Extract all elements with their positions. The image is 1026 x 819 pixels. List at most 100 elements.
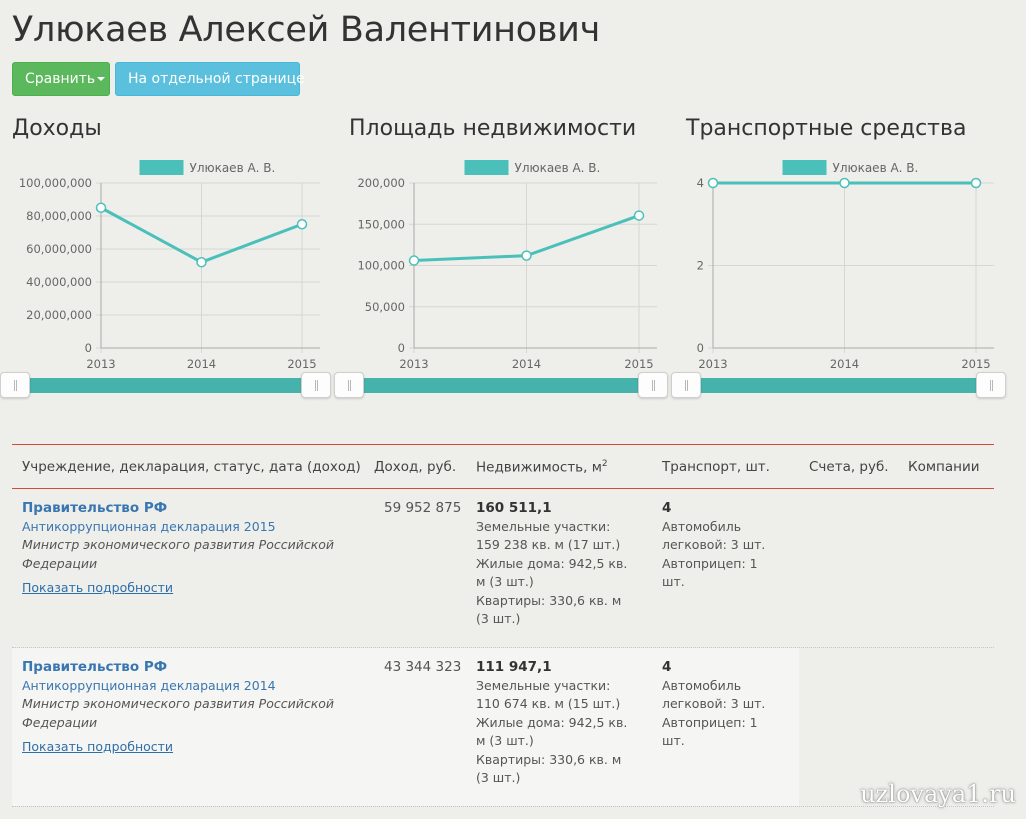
transport-chart: Улюкаев А. В. 0 2 4 2013 2014 2015 [674, 150, 1004, 379]
row-position: Министр экономического развития Российск… [22, 537, 335, 571]
row-realty-total: 111 947,1 [476, 659, 552, 675]
header-companies: Компании [908, 459, 980, 475]
row-realty-cell: 160 511,1 Земельные участки: 159 238 кв.… [476, 499, 636, 629]
y-tick-label: 150,000 [357, 217, 405, 231]
data-point [839, 177, 850, 189]
caret-down-icon [97, 77, 106, 81]
x-tick-label: 2013 [698, 357, 727, 371]
x-tick-label: 2014 [830, 357, 859, 371]
transport-chart-svg: Улюкаев А. В. 0 2 4 2013 2014 2015 [697, 160, 994, 371]
row-position: Министр экономического развития Российск… [22, 696, 335, 730]
table-row: Правительство РФ Антикоррупционная декла… [12, 648, 994, 807]
legend-swatch [139, 160, 184, 175]
legend-swatch [464, 160, 509, 175]
realty-slider-left-handle[interactable] [334, 372, 364, 398]
transport-range-slider[interactable] [671, 372, 1008, 400]
y-tick-label: 2 [697, 259, 704, 273]
income-chart: Улюкаев А. В. 0 20,000,000 40,000,000 60,000… [0, 150, 330, 379]
y-tick-label: 100,000 [357, 259, 405, 273]
row-declaration[interactable]: Антикоррупционная декларация 2014 [22, 677, 276, 693]
y-tick-label: 20,000,000 [26, 308, 92, 322]
separate-page-button[interactable]: На отдельной странице [115, 62, 305, 96]
transport-slider-right-handle[interactable] [976, 372, 1006, 398]
realty-chart-svg: Улюкаев А. В. 0 50,000 100,000 150,000 200,00… [357, 160, 657, 371]
header-realty: Недвижимость, м2 [476, 459, 608, 476]
x-tick-label: 2015 [624, 357, 653, 371]
realty-chart: Улюкаев А. В. 0 50,000 100,000 150,000 200,00… [337, 150, 667, 379]
row-institution[interactable]: Правительство РФ [22, 500, 168, 516]
data-point [970, 177, 982, 189]
legend-swatch [782, 160, 827, 175]
row-transport-cars: Автомобиль легковой: 3 шт. [662, 677, 766, 712]
x-tick-label: 2014 [512, 357, 541, 371]
header-realty-sup: 2 [601, 459, 608, 469]
header-income: Доход, руб. [374, 459, 457, 475]
y-tick-label: 40,000,000 [26, 275, 92, 289]
transport-chart-title: Транспортные средства [686, 116, 967, 141]
row-transport-total: 4 [662, 500, 672, 516]
watermark: uzlovaya1.ru [860, 780, 1016, 808]
row-declaration[interactable]: Антикоррупционная декларация 2015 [22, 518, 276, 534]
row-institution[interactable]: Правительство РФ [22, 659, 168, 675]
y-tick-label: 0 [398, 341, 405, 355]
separate-page-button-label: На отдельной странице [128, 71, 305, 87]
y-tick-label: 80,000,000 [26, 209, 92, 223]
compare-button-label: Сравнить [25, 71, 96, 87]
transport-slider-track [687, 378, 992, 393]
table-header-border [12, 488, 994, 489]
declarations-table: Учреждение, декларация, статус, дата (до… [12, 444, 994, 807]
legend-label: Улюкаев А. В. [833, 161, 919, 175]
row-realty-cell: 111 947,1 Земельные участки: 110 674 кв.… [476, 658, 636, 788]
data-point [707, 177, 719, 189]
header-transport: Транспорт, шт. [662, 459, 770, 475]
row-income: 43 344 323 [384, 659, 462, 675]
income-slider-right-handle[interactable] [301, 372, 331, 398]
row-institution-cell: Правительство РФ Антикоррупционная декла… [22, 658, 342, 757]
income-slider-left-handle[interactable] [0, 372, 30, 398]
data-point [408, 255, 420, 266]
data-point [95, 202, 107, 213]
income-chart-svg: Улюкаев А. В. 0 20,000,000 40,000,000 60,000… [19, 160, 320, 371]
table-top-border [12, 444, 994, 445]
row-realty-houses: Жилые дома: 942,5 кв. м (3 шт.) [476, 555, 628, 590]
income-chart-title: Доходы [12, 116, 102, 141]
data-point [296, 219, 308, 230]
realty-range-slider[interactable] [334, 372, 670, 400]
legend-label: Улюкаев А. В. [190, 161, 276, 175]
table-row: Правительство РФ Антикоррупционная декла… [12, 489, 994, 648]
row-realty-flats: Квартиры: 330,6 кв. м (3 шт.) [476, 592, 622, 627]
realty-slider-track [350, 378, 654, 393]
y-tick-label: 0 [85, 341, 92, 355]
y-tick-label: 4 [697, 176, 704, 190]
row-transport-total: 4 [662, 659, 672, 675]
realty-chart-title: Площадь недвижимости [349, 116, 637, 141]
row-realty-total: 160 511,1 [476, 500, 552, 516]
income-range-slider[interactable] [0, 372, 332, 400]
y-tick-label: 100,000,000 [19, 176, 92, 190]
realty-slider-right-handle[interactable] [638, 372, 668, 398]
header-realty-text: Недвижимость, м [476, 459, 602, 476]
row-transport-cell: 4 Автомобиль легковой: 3 шт. Автоприцеп:… [662, 499, 782, 592]
show-details-link[interactable]: Показать подробности [22, 739, 174, 754]
row-realty-land: Земельные участки: 159 238 кв. м (17 шт.… [476, 518, 621, 553]
row-realty-flats: Квартиры: 330,6 кв. м (3 шт.) [476, 751, 622, 786]
table-header-row: Учреждение, декларация, статус, дата (до… [12, 445, 994, 488]
header-accounts: Счета, руб. [809, 459, 889, 475]
data-point [196, 256, 207, 268]
row-transport-cell: 4 Автомобиль легковой: 3 шт. Автоприцеп:… [662, 658, 782, 751]
x-tick-label: 2014 [187, 357, 216, 371]
row-highlight-bg [12, 648, 799, 806]
y-tick-label: 50,000 [365, 300, 405, 314]
income-slider-track [14, 378, 316, 393]
row-transport-cars: Автомобиль легковой: 3 шт. [662, 518, 766, 553]
transport-slider-left-handle[interactable] [671, 372, 701, 398]
row-transport-trailers: Автоприцеп: 1 шт. [662, 555, 758, 590]
row-income: 59 952 875 [384, 500, 462, 516]
y-tick-label: 0 [697, 341, 704, 355]
y-tick-label: 60,000,000 [26, 242, 92, 256]
compare-dropdown-button[interactable]: Сравнить [12, 62, 110, 96]
show-details-link[interactable]: Показать подробности [22, 580, 174, 595]
x-tick-label: 2015 [287, 357, 316, 371]
data-point [633, 210, 645, 221]
x-tick-label: 2013 [86, 357, 115, 371]
